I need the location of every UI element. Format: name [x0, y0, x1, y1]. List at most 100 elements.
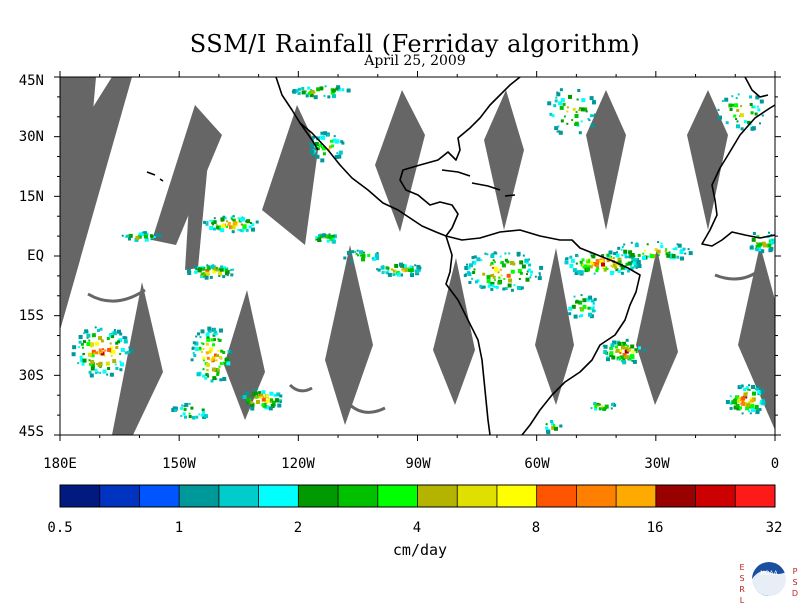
rain-cell — [590, 114, 593, 118]
rain-cell — [328, 233, 331, 236]
rain-cell — [109, 346, 113, 350]
rain-cell — [255, 220, 259, 224]
rain-cell — [95, 351, 99, 355]
rain-cell — [572, 107, 576, 111]
rain-cell — [95, 341, 99, 346]
rain-cell — [622, 353, 627, 358]
rain-cell — [340, 140, 344, 144]
rain-cell — [601, 254, 605, 258]
rain-cell — [207, 373, 209, 376]
rain-cell — [316, 147, 320, 151]
rain-cell — [322, 233, 327, 238]
rain-cell — [192, 352, 195, 355]
rain-cell — [603, 350, 608, 355]
rain-cell — [203, 272, 205, 275]
rain-cell — [310, 89, 315, 94]
rain-cell — [328, 145, 332, 149]
rain-cell — [751, 106, 754, 109]
colorbar-tick-16: 16 — [646, 520, 664, 536]
rain-cell — [579, 107, 582, 110]
rain-cell — [106, 373, 109, 376]
rain-cell — [585, 259, 588, 262]
missing-data-swaths — [60, 77, 775, 435]
rain-cell — [219, 362, 223, 366]
colorbar-swatch — [139, 485, 180, 507]
rain-cell — [583, 264, 588, 269]
rain-cell — [736, 400, 740, 403]
rain-cell — [186, 268, 191, 273]
rain-cell — [771, 239, 774, 242]
rain-cell — [632, 266, 635, 269]
rain-cell — [301, 90, 306, 95]
rain-cell — [646, 243, 649, 246]
rain-cell — [122, 336, 126, 340]
lat-label-30s: 30S — [18, 368, 44, 384]
rain-cell — [220, 349, 224, 353]
rain-cell — [326, 239, 330, 243]
rain-cell — [124, 351, 128, 355]
rain-cell — [590, 407, 593, 410]
rain-cell — [90, 366, 95, 371]
rain-cell — [184, 415, 187, 419]
rain-cell — [250, 406, 254, 410]
rain-cell — [237, 217, 240, 220]
rain-cell — [616, 251, 618, 254]
rain-cell — [181, 404, 184, 407]
rain-cell — [229, 350, 233, 354]
rain-cell — [590, 306, 594, 310]
rain-cell — [486, 275, 491, 280]
rain-cell — [486, 279, 491, 284]
rain-cell — [333, 238, 336, 241]
rain-cell — [725, 400, 730, 404]
rain-cell — [491, 284, 495, 288]
rain-cell — [96, 363, 99, 365]
rain-cell — [595, 269, 599, 273]
coastline — [744, 77, 769, 98]
rain-cell — [115, 367, 119, 370]
rain-cell — [731, 103, 735, 107]
rain-cell — [680, 256, 684, 261]
rain-cell — [590, 123, 595, 128]
rain-cell — [128, 237, 131, 241]
rain-cell — [482, 272, 486, 276]
rain-cell — [319, 235, 323, 239]
logo-letter: L — [739, 596, 745, 605]
rain-cell — [216, 226, 220, 230]
rain-cell — [750, 111, 754, 115]
rain-cell — [576, 98, 579, 101]
rain-cell — [83, 340, 86, 344]
rain-cell — [580, 294, 583, 297]
rain-cell — [387, 272, 392, 277]
rain-cell — [486, 253, 489, 256]
rain-cell — [212, 328, 215, 331]
rain-cell — [739, 400, 742, 403]
missing-data-swath — [535, 248, 574, 405]
rain-cell — [568, 306, 573, 311]
rain-cell — [619, 265, 622, 267]
rain-cell — [331, 239, 336, 244]
rain-cell — [602, 267, 605, 270]
rain-cell — [677, 243, 682, 248]
rain-cell — [320, 131, 324, 135]
colorbar-swatch — [655, 485, 697, 507]
rain-cell — [206, 221, 209, 223]
missing-data-swath — [375, 90, 425, 232]
rain-cell — [218, 275, 221, 278]
rain-cell — [510, 288, 514, 292]
rain-cell — [193, 270, 196, 273]
rain-cell — [578, 109, 581, 112]
rain-cell — [526, 270, 529, 273]
rain-cell — [224, 217, 227, 220]
rain-cell — [383, 271, 386, 273]
rain-cell — [143, 231, 147, 235]
rain-cell — [494, 261, 496, 263]
rain-cell — [624, 349, 629, 354]
rain-cell — [210, 264, 215, 269]
rain-cell — [746, 403, 751, 408]
rain-cell — [219, 378, 223, 382]
rain-cell — [409, 265, 413, 269]
rain-cell — [210, 379, 214, 383]
rain-cell — [591, 299, 594, 303]
rain-cell — [346, 88, 351, 93]
rain-cell — [261, 390, 266, 395]
